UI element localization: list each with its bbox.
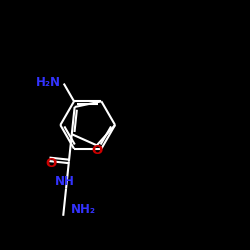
Text: H₂N: H₂N	[36, 76, 61, 89]
Text: O: O	[45, 157, 56, 170]
Text: NH₂: NH₂	[71, 203, 96, 216]
Text: O: O	[91, 144, 102, 157]
Text: NH: NH	[55, 175, 75, 188]
